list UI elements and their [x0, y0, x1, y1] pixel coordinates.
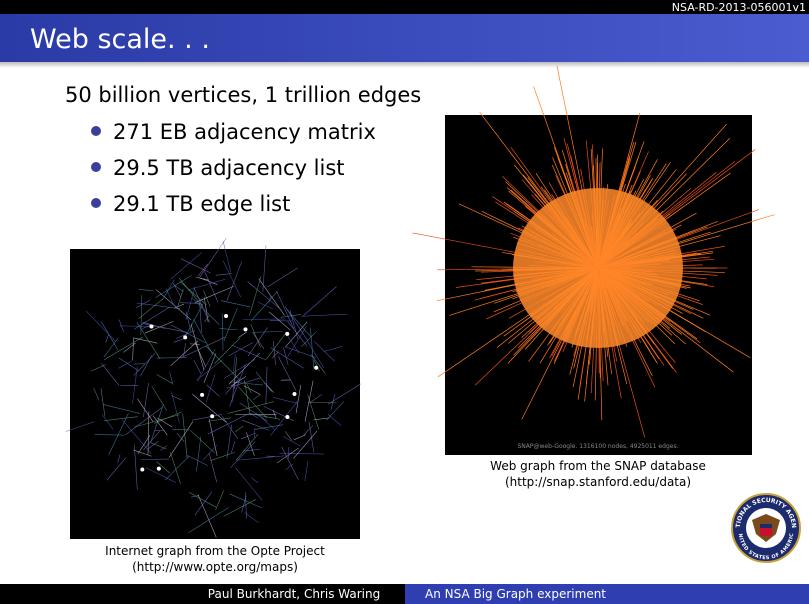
- doc-id: NSA-RD-2013-056001v1: [672, 1, 806, 14]
- bullet-text: 29.1 TB edge list: [113, 192, 290, 216]
- title-shadow: [0, 62, 809, 68]
- caption: (http://www.opte.org/maps): [132, 560, 298, 574]
- node: [292, 392, 296, 396]
- node: [183, 335, 187, 339]
- bullet-text: 271 EB adjacency matrix: [113, 120, 376, 144]
- bullet-list: 271 EB adjacency matrix 29.5 TB adjacency…: [91, 120, 376, 216]
- node: [200, 393, 204, 397]
- bullet-text: 29.5 TB adjacency list: [113, 156, 345, 180]
- node: [140, 467, 144, 471]
- watermark: SNAP@web-Google. 1316100 nodes, 4925011 …: [518, 443, 679, 450]
- footer-project: An NSA Big Graph experiment: [425, 587, 606, 601]
- lead-text: 50 billion vertices, 1 trillion edges: [65, 83, 421, 107]
- node: [285, 332, 289, 336]
- caption: Web graph from the SNAP database: [490, 459, 706, 473]
- slide-title: Web scale. . .: [30, 24, 210, 55]
- node: [210, 414, 214, 418]
- bullet-dot: [91, 198, 101, 208]
- bullet-dot: [91, 126, 101, 136]
- caption: Internet graph from the Opte Project: [105, 544, 325, 558]
- opte-image: [70, 249, 360, 539]
- caption: (http://snap.stanford.edu/data): [505, 475, 691, 489]
- node: [149, 325, 153, 329]
- footer-authors: Paul Burkhardt, Chris Waring: [208, 587, 380, 601]
- node: [314, 366, 318, 370]
- node: [285, 415, 289, 419]
- bullet-dot: [91, 162, 101, 172]
- slide: NSA-RD-2013-056001v1 Web scale. . . 50 b…: [0, 0, 809, 604]
- node: [157, 467, 161, 471]
- core: [513, 188, 683, 348]
- page: NSA-RD-2013-056001v1 Web scale. . . 50 b…: [0, 0, 809, 604]
- node: [224, 314, 228, 318]
- node: [243, 327, 247, 331]
